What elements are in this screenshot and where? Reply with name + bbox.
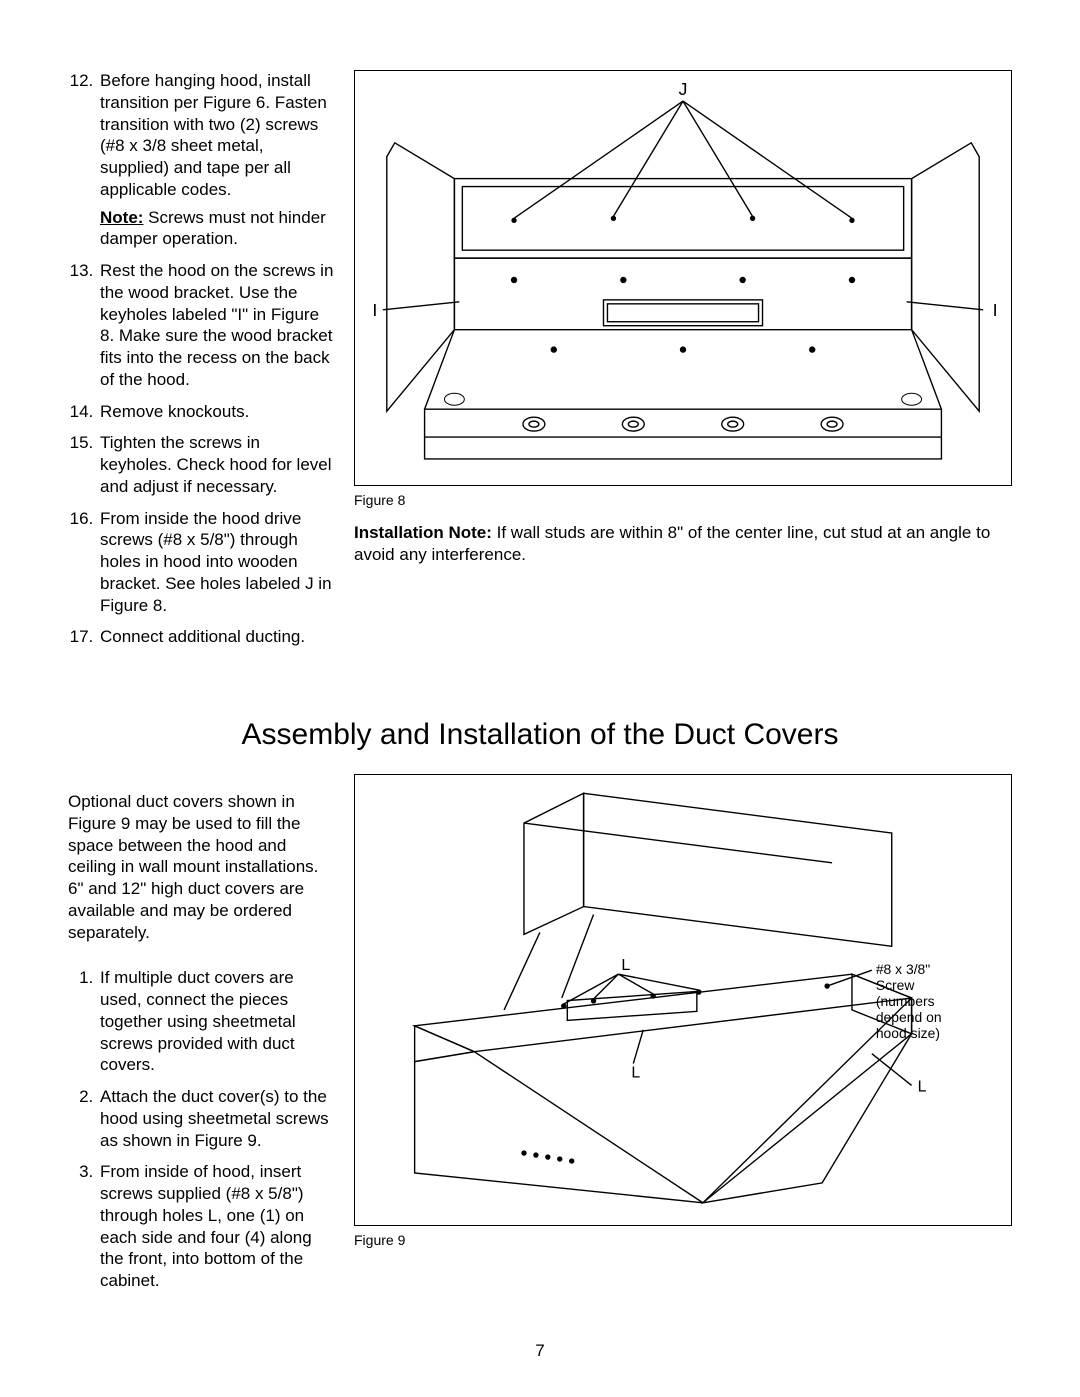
intro-paragraph: Optional duct covers shown in Figure 9 m… <box>68 791 336 943</box>
page-number: 7 <box>0 1341 1080 1361</box>
screw-note-3: (numbers <box>876 993 935 1009</box>
step-12-note: Note: Screws must not hinder damper oper… <box>100 207 336 251</box>
step-l2: Attach the duct cover(s) to the hood usi… <box>98 1086 336 1151</box>
ordered-list-lower: If multiple duct covers are used, connec… <box>68 967 336 1292</box>
install-note-label: Installation Note: <box>354 523 497 542</box>
label-i-right: I <box>993 300 998 320</box>
steps-column-lower: Optional duct covers shown in Figure 9 m… <box>68 774 336 1302</box>
note-label: Note: <box>100 208 143 227</box>
figure-8-caption: Figure 8 <box>354 492 1012 508</box>
ordered-list-upper: Before hanging hood, install transition … <box>68 70 336 648</box>
step-17: Connect additional ducting. <box>98 626 336 648</box>
figure-column-lower: L L L #8 x 3/8" Screw (numbers depend on… <box>354 774 1012 1302</box>
step-14: Remove knockouts. <box>98 401 336 423</box>
label-l-3: L <box>918 1078 927 1095</box>
section-title: Assembly and Installation of the Duct Co… <box>68 718 1012 752</box>
step-l1: If multiple duct covers are used, connec… <box>98 967 336 1076</box>
figure-8-svg: J I I <box>355 71 1011 485</box>
figure-9-caption: Figure 9 <box>354 1232 1012 1248</box>
screw-note-2: Screw <box>876 977 916 993</box>
label-j: J <box>679 79 688 99</box>
steps-column-upper: Before hanging hood, install transition … <box>68 70 336 658</box>
lower-section: Optional duct covers shown in Figure 9 m… <box>68 774 1012 1302</box>
installation-note: Installation Note: If wall studs are wit… <box>354 522 1012 566</box>
figure-column-upper: J I I Figure 8 Installation Note: If wal… <box>354 70 1012 658</box>
step-15: Tighten the screws in keyholes. Check ho… <box>98 432 336 497</box>
figure-9-box: L L L #8 x 3/8" Screw (numbers depend on… <box>354 774 1012 1226</box>
step-12-text: Before hanging hood, install transition … <box>100 71 327 199</box>
step-13: Rest the hood on the screws in the wood … <box>98 260 336 391</box>
page: Before hanging hood, install transition … <box>0 0 1080 1397</box>
step-12: Before hanging hood, install transition … <box>98 70 336 250</box>
screw-note-1: #8 x 3/8" <box>876 961 930 977</box>
label-i-left: I <box>372 300 377 320</box>
step-l3: From inside of hood, insert screws suppl… <box>98 1161 336 1292</box>
figure-8-box: J I I <box>354 70 1012 486</box>
figure-9-svg: L L L #8 x 3/8" Screw (numbers depend on… <box>355 775 1011 1225</box>
step-16: From inside the hood drive screws (#8 x … <box>98 508 336 617</box>
upper-section: Before hanging hood, install transition … <box>68 70 1012 658</box>
screw-note-5: hood size) <box>876 1025 940 1041</box>
label-l-2: L <box>631 1065 640 1082</box>
screw-note-4: depend on <box>876 1009 942 1025</box>
label-l-1: L <box>621 957 630 974</box>
